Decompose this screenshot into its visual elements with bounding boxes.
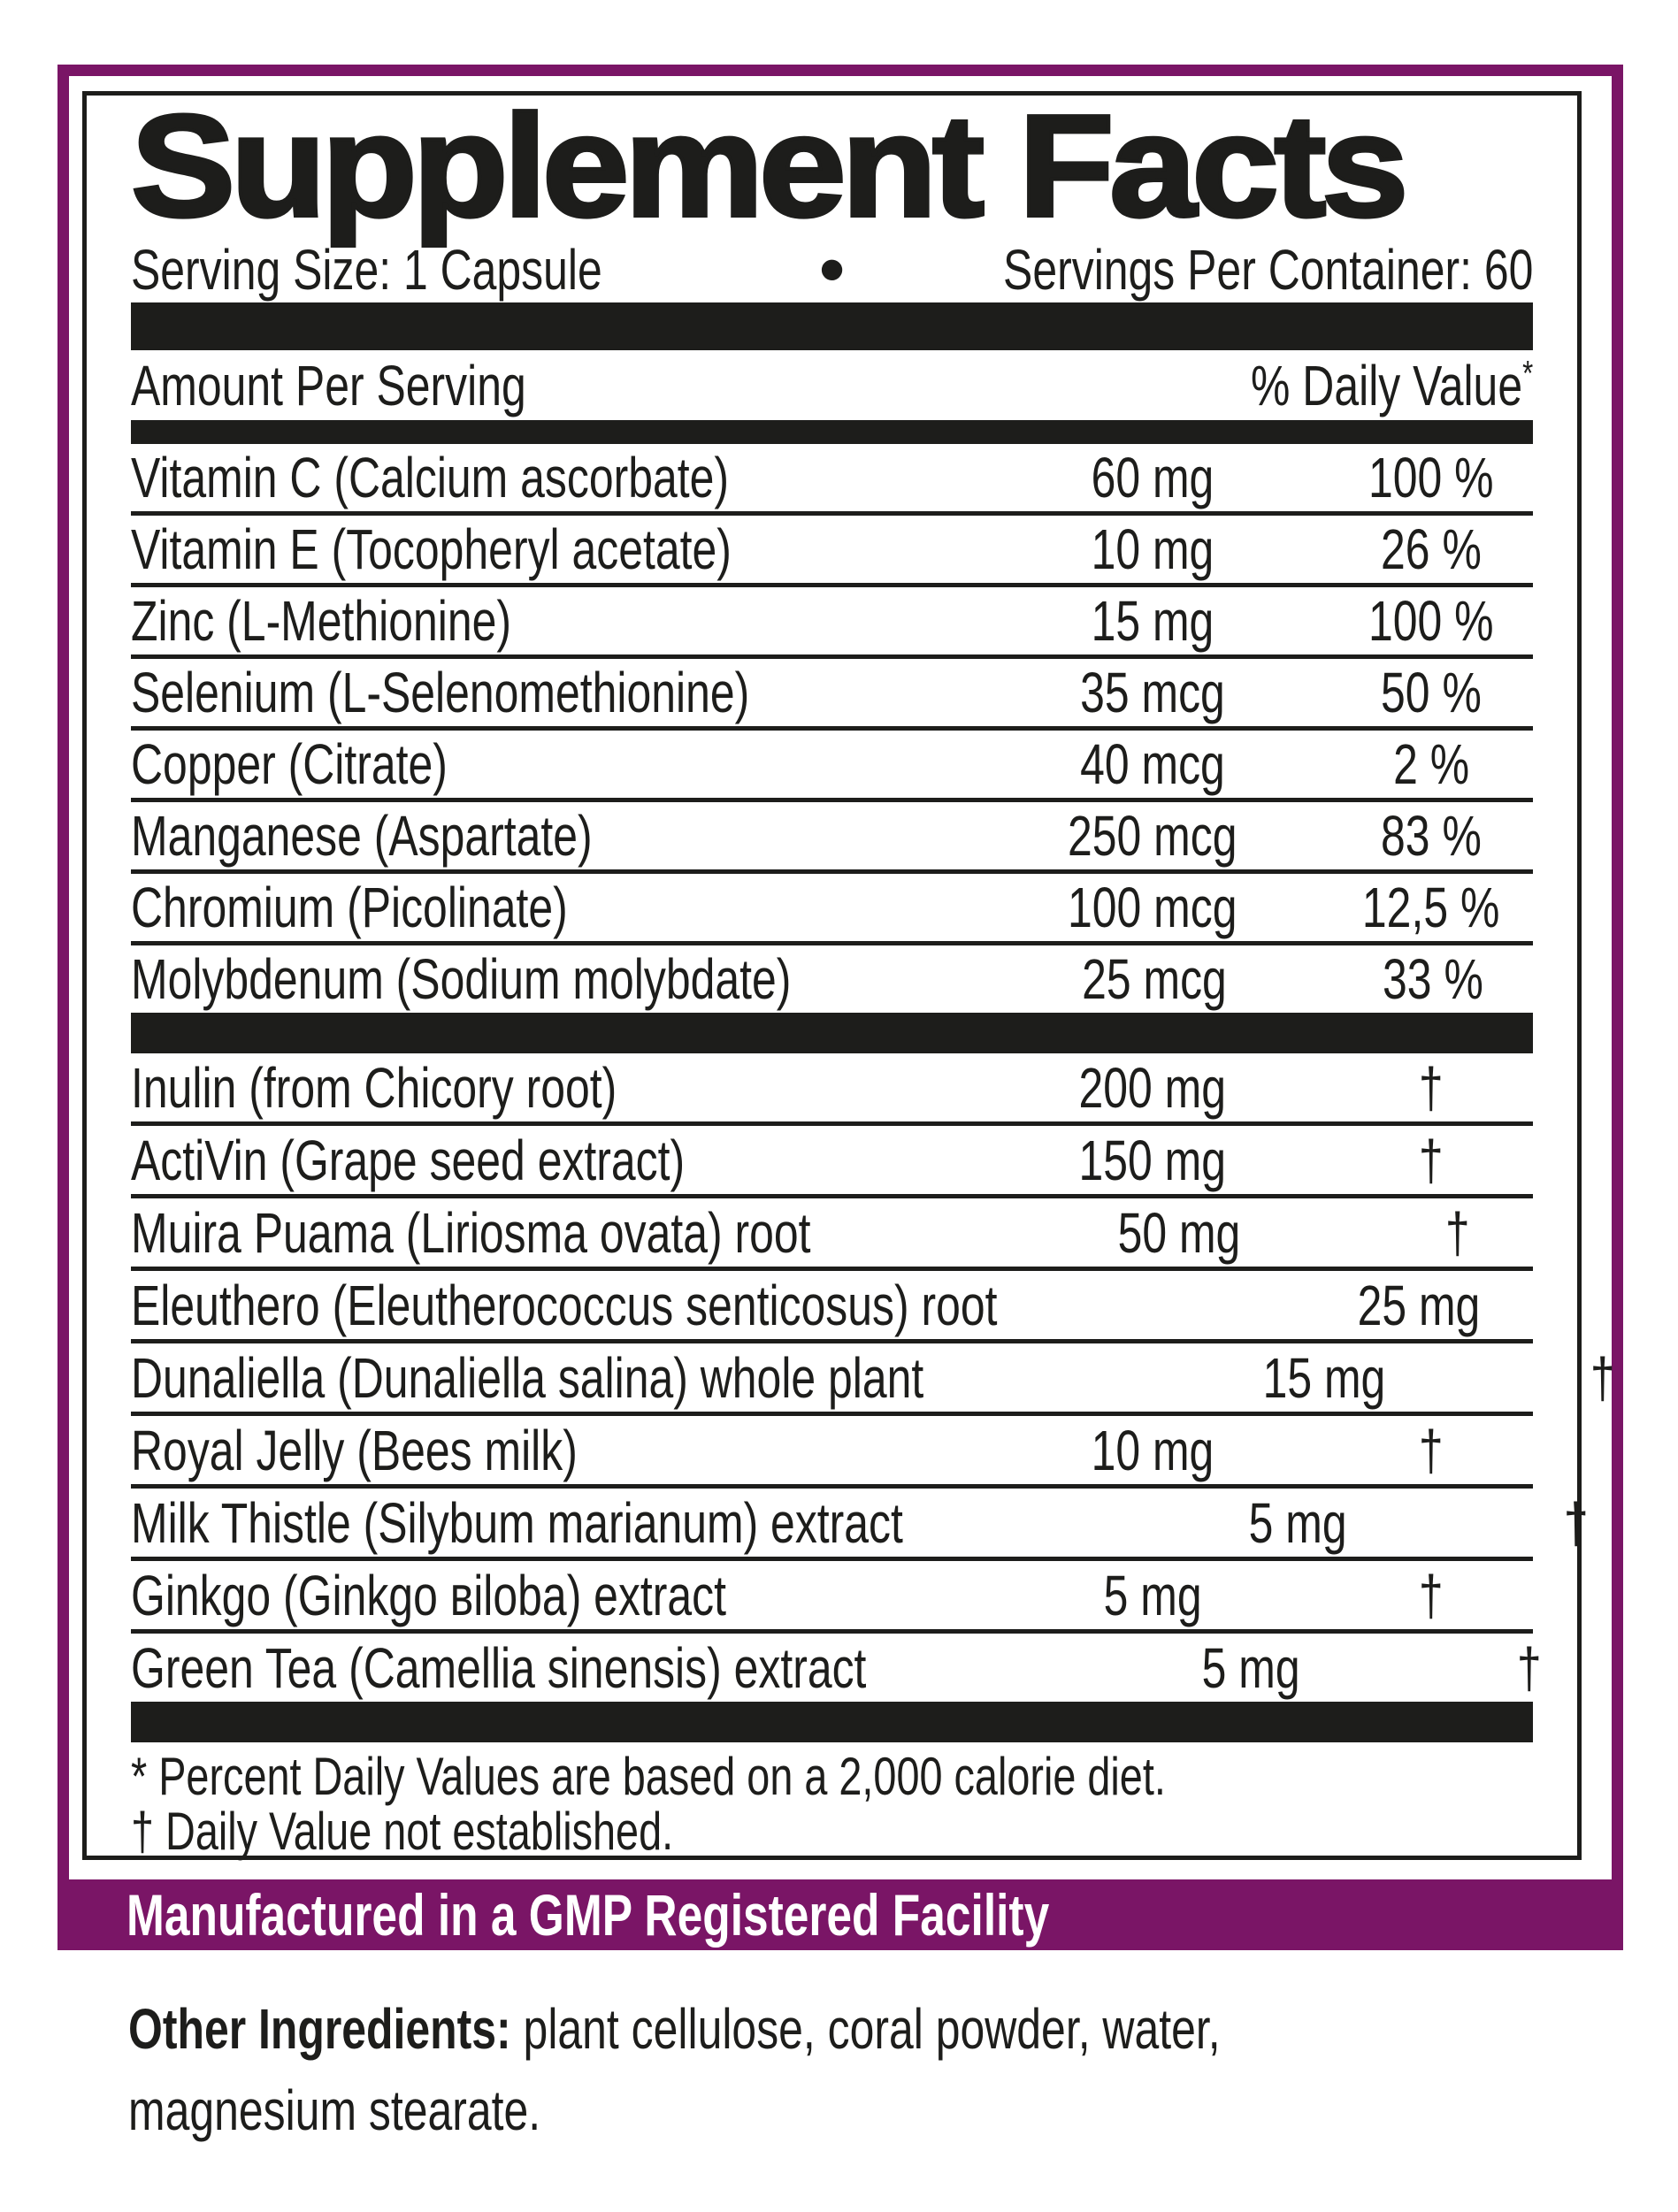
ingredient-name: Vitamin E (Tocopheryl acetate)	[131, 517, 732, 581]
ingredient-row: Selenium (L-Selenomethionine) 35 mcg 50 %	[131, 654, 1533, 726]
ingredient-name: Chromium (Picolinate)	[131, 876, 568, 939]
ingredient-name: Green Tea (Camellia sinensis) extract	[131, 1635, 867, 1700]
gmp-banner-text: Manufactured in a GMP Registered Facilit…	[126, 1882, 1050, 1948]
ingredient-daily-value: †	[1419, 1128, 1444, 1192]
daily-value-asterisk: *	[1521, 354, 1533, 394]
ingredient-daily-value: 12,5 %	[1362, 876, 1500, 939]
ingredient-row: ActiVin (Grape seed extract) 150 mg †	[131, 1121, 1533, 1194]
label-purple-frame	[57, 65, 1623, 1950]
ingredient-name: Zinc (L-Methionine)	[131, 589, 512, 653]
ingredient-row: Zinc (L-Methionine) 15 mg 100 %	[131, 583, 1533, 654]
ingredient-daily-value: 100 %	[1368, 446, 1494, 509]
ingredient-daily-value: †	[1590, 1345, 1615, 1410]
ingredient-row: Muira Puama (Liriosma ovata) root 50 mg †	[131, 1194, 1533, 1267]
ingredient-row: Milk Thistle (Silybum marianum) extract 5…	[131, 1484, 1589, 1557]
ingredient-row: Chromium (Picolinate) 100 mcg 12,5 %	[131, 869, 1533, 941]
servings-per-container: Servings Per Container: 60	[1002, 238, 1533, 302]
ingredient-amount: 50 mg	[1117, 1200, 1241, 1265]
ingredient-amount: 25 mcg	[1082, 947, 1227, 1011]
ingredient-row: Green Tea (Camellia sinensis) extract 5 m…	[131, 1629, 1542, 1702]
ingredient-name: Vitamin C (Calcium ascorbate)	[131, 446, 729, 509]
other-ingredients: Other Ingredients: plant cellulose, cora…	[128, 1988, 1561, 2151]
ingredient-row: Ginkgo (Ginkgo вiloba) extract 5 mg †	[131, 1557, 1533, 1629]
other-ingredients-line1: Other Ingredients: plant cellulose, cora…	[128, 1988, 1221, 2070]
ingredient-daily-value: †	[1445, 1200, 1471, 1265]
ingredient-name: Royal Jelly (Bees milk)	[131, 1418, 578, 1482]
table-header-row: Amount Per Serving % Daily Value*	[131, 350, 1533, 420]
ingredient-amount: 5 mg	[1103, 1563, 1202, 1627]
ingredient-daily-value: †	[1517, 1635, 1542, 1700]
ingredient-amount: 35 mcg	[1080, 661, 1225, 724]
ingredient-daily-value: †	[1564, 1490, 1589, 1555]
ingredient-row: Eleuthero (Eleutherococcus senticosus) r…	[131, 1267, 1533, 1339]
ingredient-amount: 40 mcg	[1080, 732, 1225, 796]
ingredient-daily-value: †	[1419, 1418, 1444, 1482]
ingredient-row: Dunaliella (Dunaliella salina) whole pla…	[131, 1339, 1615, 1412]
ingredient-amount: 10 mg	[1091, 517, 1214, 581]
label-title: Supplement Facts	[129, 85, 1533, 247]
ingredient-amount: 200 mg	[1078, 1055, 1227, 1120]
ingredient-row: Manganese (Aspartate) 250 mcg 83 %	[131, 798, 1533, 869]
ingredient-amount: 250 mcg	[1068, 804, 1237, 868]
ingredient-name: Inulin (from Chicory root)	[131, 1055, 617, 1120]
ingredient-amount: 5 mg	[1201, 1635, 1300, 1700]
footnote-percent-daily-value: * Percent Daily Values are based on a 2,…	[131, 1747, 1166, 1806]
ingredient-name: Manganese (Aspartate)	[131, 804, 593, 868]
ingredient-amount: 10 mg	[1091, 1418, 1214, 1482]
ingredient-daily-value: †	[1419, 1055, 1444, 1120]
ingredient-name: Copper (Citrate)	[131, 732, 448, 796]
ingredient-daily-value: 100 %	[1368, 589, 1494, 653]
ingredient-name: Milk Thistle (Silybum marianum) extract	[131, 1490, 903, 1555]
ingredient-amount: 15 mg	[1262, 1345, 1386, 1410]
ingredient-row: Vitamin C (Calcium ascorbate) 60 mg 100 %	[131, 444, 1533, 511]
supplement-facts-box: Supplement Facts Serving Size: 1 Capsule…	[82, 85, 1615, 1860]
divider-bar-top	[131, 302, 1533, 350]
ingredient-amount: 25 mg	[1357, 1273, 1481, 1337]
ingredient-daily-value: †	[1419, 1563, 1444, 1627]
ingredient-amount: 5 mg	[1248, 1490, 1347, 1555]
ingredient-row: Vitamin E (Tocopheryl acetate) 10 mg 26 %	[131, 511, 1533, 583]
ingredient-row: Royal Jelly (Bees milk) 10 mg †	[131, 1412, 1533, 1484]
ingredient-name: Selenium (L-Selenomethionine)	[131, 661, 750, 724]
vitamins-minerals-section: Vitamin C (Calcium ascorbate) 60 mg 100 % V…	[131, 444, 1533, 1013]
ingredient-daily-value: 50 %	[1381, 661, 1482, 724]
ingredient-daily-value: 2 %	[1392, 732, 1470, 796]
botanicals-section: Inulin (from Chicory root) 200 mg † ActiVin…	[131, 1053, 1615, 1702]
ingredient-row: Molybdenum (Sodium molybdate) 25 mcg 33 %	[131, 941, 1533, 1013]
gmp-banner: Manufactured in a GMP Registered Facilit…	[57, 1879, 1623, 1950]
divider-bar-bottom	[131, 1702, 1533, 1742]
label-title-text: Supplement Facts	[129, 85, 1411, 247]
divider-bar-header	[131, 420, 1533, 444]
ingredient-amount: 150 mg	[1078, 1128, 1227, 1192]
ingredient-name: Molybdenum (Sodium molybdate)	[131, 947, 792, 1011]
ingredient-daily-value: 26 %	[1381, 517, 1482, 581]
serving-size: Serving Size: 1 Capsule	[131, 238, 602, 302]
ingredient-amount: 15 mg	[1091, 589, 1214, 653]
divider-bar-middle	[131, 1013, 1533, 1053]
ingredient-row: Inulin (from Chicory root) 200 mg †	[131, 1053, 1533, 1121]
ingredient-amount: 60 mg	[1091, 446, 1214, 509]
ingredient-name: Eleuthero (Eleutherococcus senticosus) r…	[131, 1273, 998, 1337]
ingredient-name: Muira Puama (Liriosma ovata) root	[131, 1200, 811, 1265]
ingredient-name: Dunaliella (Dunaliella salina) whole pla…	[131, 1345, 924, 1410]
amount-per-serving-header: Amount Per Serving	[131, 353, 526, 417]
ingredient-name: ActiVin (Grape seed extract)	[131, 1128, 686, 1192]
other-ingredients-text: plant cellulose, coral powder, water,	[510, 1997, 1221, 2061]
ingredient-amount: 100 mcg	[1068, 876, 1237, 939]
serving-line: Serving Size: 1 Capsule • Servings Per C…	[131, 227, 1533, 312]
footnote-daily-value-not-established: † Daily Value not established.	[131, 1802, 674, 1861]
other-ingredients-label: Other Ingredients:	[128, 1997, 511, 2061]
other-ingredients-line2: magnesium stearate.	[128, 2078, 541, 2142]
footnotes: * Percent Daily Values are based on a 2,…	[131, 1749, 1533, 1859]
ingredient-daily-value: 83 %	[1381, 804, 1482, 868]
ingredient-name: Ginkgo (Ginkgo вiloba) extract	[131, 1563, 726, 1627]
ingredient-row: Copper (Citrate) 40 mcg 2 %	[131, 726, 1533, 798]
daily-value-header: % Daily Value*	[1250, 353, 1533, 417]
ingredient-daily-value: 33 %	[1382, 947, 1483, 1011]
